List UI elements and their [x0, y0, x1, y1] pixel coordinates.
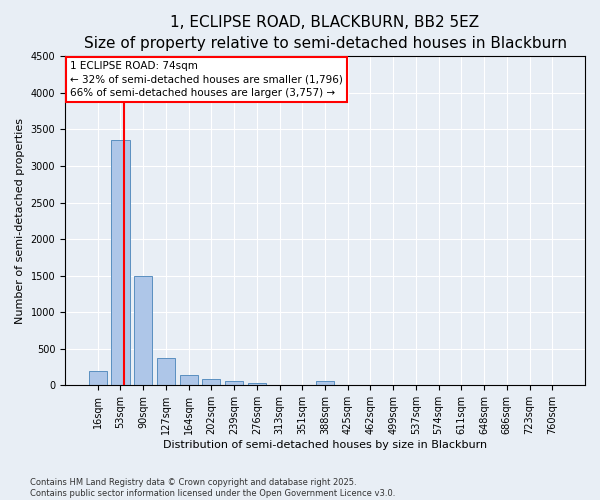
Bar — [134, 276, 152, 386]
Bar — [316, 382, 334, 386]
X-axis label: Distribution of semi-detached houses by size in Blackburn: Distribution of semi-detached houses by … — [163, 440, 487, 450]
Text: Contains HM Land Registry data © Crown copyright and database right 2025.
Contai: Contains HM Land Registry data © Crown c… — [30, 478, 395, 498]
Title: 1, ECLIPSE ROAD, BLACKBURN, BB2 5EZ
Size of property relative to semi-detached h: 1, ECLIPSE ROAD, BLACKBURN, BB2 5EZ Size… — [83, 15, 566, 51]
Y-axis label: Number of semi-detached properties: Number of semi-detached properties — [15, 118, 25, 324]
Text: 1 ECLIPSE ROAD: 74sqm
← 32% of semi-detached houses are smaller (1,796)
66% of s: 1 ECLIPSE ROAD: 74sqm ← 32% of semi-deta… — [70, 62, 343, 98]
Bar — [179, 375, 198, 386]
Bar — [225, 382, 243, 386]
Bar — [112, 140, 130, 386]
Bar — [157, 358, 175, 386]
Bar — [89, 370, 107, 386]
Bar — [202, 379, 220, 386]
Bar — [248, 383, 266, 386]
